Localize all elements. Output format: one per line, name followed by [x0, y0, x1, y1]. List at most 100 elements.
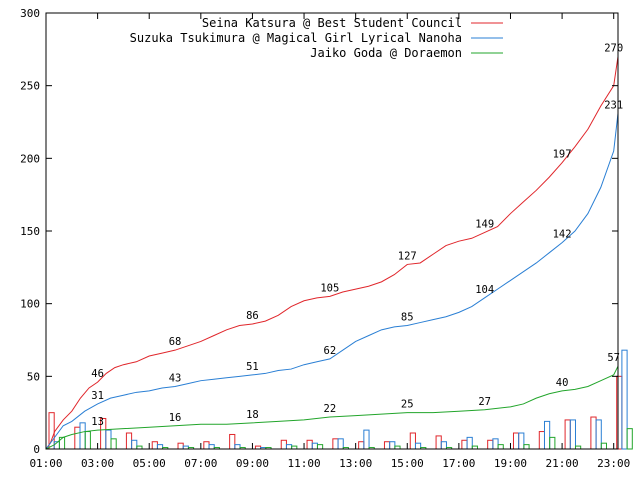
legend: Seina Katsura @ Best Student CouncilSuzu… — [130, 16, 503, 60]
legend-label: Suzuka Tsukimura @ Magical Girl Lyrical … — [130, 31, 462, 45]
hourly-bar — [383, 441, 391, 450]
data-label: 127 — [398, 250, 417, 262]
hourly-bar — [518, 432, 525, 450]
hourly-bars — [48, 349, 633, 450]
hourly-bar — [461, 439, 468, 450]
hourly-bar — [358, 441, 365, 450]
hourly-bar — [79, 422, 86, 450]
data-label: 197 — [553, 149, 572, 161]
data-label: 22 — [324, 403, 337, 415]
series-line — [45, 56, 619, 450]
hourly-bar — [569, 419, 576, 450]
data-label: 104 — [475, 284, 494, 296]
y-tick-label: 100 — [20, 298, 40, 311]
x-tick-label: 17:00 — [442, 457, 475, 470]
data-label: 62 — [324, 345, 337, 357]
hourly-bar — [626, 428, 633, 450]
hourly-bar — [285, 444, 293, 450]
hourly-bar — [208, 444, 215, 450]
hourly-bar — [337, 438, 344, 450]
data-label: 57 — [607, 352, 620, 364]
data-label: 51 — [246, 361, 259, 373]
hourly-bar — [234, 444, 241, 450]
hourly-bar — [466, 436, 473, 450]
hourly-bar — [543, 420, 551, 450]
series-line — [45, 365, 619, 450]
cumulative-lines — [45, 56, 619, 450]
hourly-bar — [621, 349, 628, 450]
data-label: 40 — [556, 377, 569, 389]
y-tick-label: 300 — [20, 7, 40, 20]
hourly-bar — [595, 419, 602, 450]
x-tick-label: 05:00 — [133, 457, 166, 470]
data-label: 25 — [401, 399, 414, 411]
hourly-bar — [311, 442, 318, 450]
data-label: 46 — [91, 368, 104, 380]
y-tick-label: 150 — [20, 225, 40, 238]
hourly-bar — [177, 442, 184, 450]
y-tick-label: 250 — [20, 80, 40, 93]
hourly-bar — [549, 436, 556, 450]
hourly-bar — [316, 444, 324, 450]
data-label: 105 — [320, 282, 339, 294]
x-tick-label: 13:00 — [339, 457, 372, 470]
hourly-bar — [512, 432, 520, 450]
x-tick-label: 01:00 — [29, 457, 62, 470]
data-label: 43 — [169, 373, 182, 385]
data-label: 18 — [246, 409, 259, 421]
data-label: 270 — [604, 43, 623, 55]
hourly-bar — [125, 432, 133, 450]
hourly-bar — [523, 444, 530, 450]
hourly-bar — [497, 444, 504, 450]
hourly-bar — [74, 426, 81, 450]
hourly-bar — [280, 439, 287, 450]
hourly-bar — [151, 441, 158, 450]
data-label: 31 — [91, 390, 104, 402]
hourly-bar — [110, 438, 117, 450]
hourly-bar — [389, 441, 396, 450]
data-label: 231 — [604, 99, 623, 111]
hourly-bar — [229, 433, 236, 450]
hourly-bar — [84, 431, 91, 450]
legend-label: Seina Katsura @ Best Student Council — [202, 16, 462, 30]
data-label: 16 — [169, 412, 182, 424]
x-tick-label: 11:00 — [287, 457, 320, 470]
y-tick-label: 50 — [27, 370, 40, 383]
legend-label: Jaiko Goda @ Doraemon — [310, 46, 462, 60]
axes: 0 50 100 150 200 250 300 01:00 03:00 05:00 07:00 09… — [20, 7, 630, 470]
data-label: 68 — [169, 336, 182, 348]
data-label: 86 — [246, 310, 259, 322]
hourly-bar — [564, 419, 571, 450]
data-label: 13 — [91, 416, 104, 428]
hourly-bar — [600, 442, 607, 450]
y-tick-label: 0 — [33, 443, 40, 456]
hourly-bar — [306, 439, 313, 450]
x-tick-label: 07:00 — [184, 457, 217, 470]
plot-frame — [45, 12, 619, 450]
hourly-bar — [414, 442, 422, 450]
x-tick-label: 21:00 — [546, 457, 579, 470]
series-line — [45, 113, 619, 450]
hourly-bar — [131, 439, 138, 450]
hourly-bar — [538, 431, 545, 450]
hourly-bar — [590, 416, 597, 450]
x-tick-label: 09:00 — [236, 457, 269, 470]
x-tick-label: 23:00 — [597, 457, 630, 470]
hourly-bar — [203, 441, 210, 450]
hourly-bar — [363, 429, 370, 450]
hourly-bar — [409, 432, 416, 450]
hourly-bar — [105, 429, 112, 450]
data-label: 85 — [401, 311, 414, 323]
hourly-bar — [492, 438, 499, 450]
data-labels: 46 68 86 105 127 149 197 270 31 43 51 62 85 104 142 231… — [91, 43, 623, 429]
x-tick-label: 03:00 — [81, 457, 114, 470]
hourly-bar — [332, 438, 339, 450]
hourly-bar — [435, 435, 442, 450]
y-tick-label: 200 — [20, 152, 40, 165]
hourly-bar — [156, 444, 164, 450]
data-label: 142 — [553, 229, 572, 241]
data-label: 27 — [478, 396, 491, 408]
hourly-bar — [440, 441, 447, 450]
hourly-bar — [487, 439, 494, 450]
